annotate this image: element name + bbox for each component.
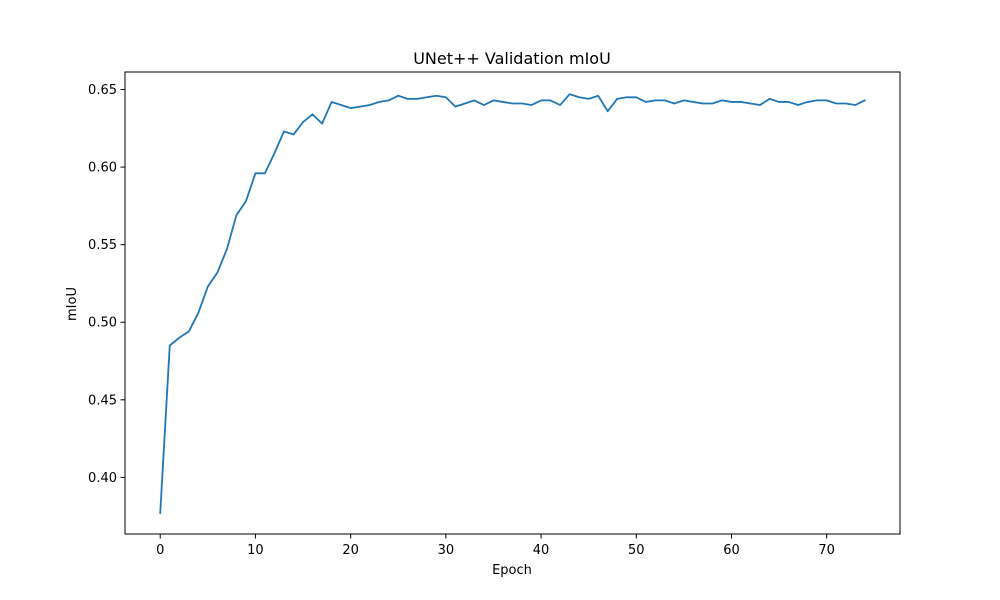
y-tick-label: 0.50: [88, 316, 117, 331]
y-tick-label: 0.65: [88, 83, 117, 98]
plot-area: 0 10 20 30 40 50 60 70 0.40 0.45 0.50 0.55 0.60 0.65: [88, 71, 901, 558]
axes-frame: [124, 71, 901, 535]
x-tick-label: 70: [818, 543, 835, 558]
x-tick-label: 40: [533, 543, 550, 558]
y-tick-label: 0.45: [88, 393, 117, 408]
series-line-0: [159, 93, 866, 515]
x-axis-label: Epoch: [492, 563, 532, 578]
x-tick-label: 60: [723, 543, 740, 558]
y-axis-label: mIoU: [65, 287, 80, 321]
y-tick-label: 0.40: [88, 471, 117, 486]
x-tick-label: 30: [438, 543, 455, 558]
x-tick-label: 10: [247, 543, 264, 558]
x-tick-label: 50: [628, 543, 645, 558]
x-tick-label: 0: [156, 543, 164, 558]
chart-title: UNet++ Validation mIoU: [413, 49, 611, 68]
y-tick-label: 0.60: [88, 161, 117, 176]
x-tick-label: 20: [342, 543, 359, 558]
y-tick-label: 0.55: [88, 238, 117, 253]
